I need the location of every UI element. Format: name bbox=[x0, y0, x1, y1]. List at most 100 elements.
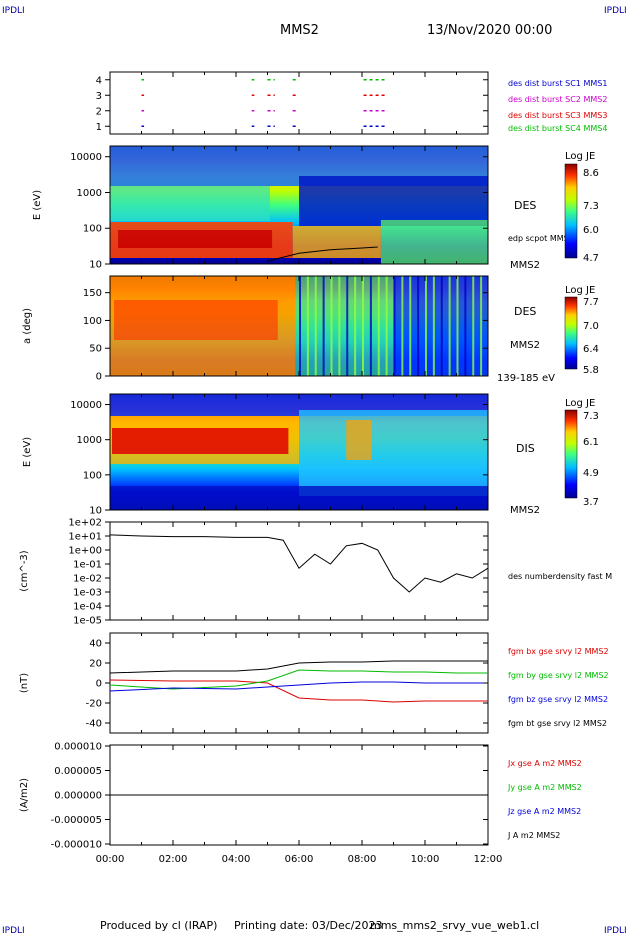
colorbar-tick: 4.7 bbox=[583, 253, 599, 264]
x-tick-label: 04:00 bbox=[222, 854, 251, 865]
density-legend: des numberdensity fast M bbox=[508, 572, 612, 581]
y-tick-label: 100 bbox=[83, 316, 102, 327]
current-legend-jy: Jy gse A m2 MMS2 bbox=[507, 783, 582, 792]
x-tick-label: 08:00 bbox=[348, 854, 377, 865]
spectrogram-cell bbox=[354, 276, 357, 376]
density-ylabel: (cm^-3) bbox=[19, 550, 30, 591]
y-tick-label: 1e-02 bbox=[73, 574, 102, 585]
x-tick-label: 06:00 bbox=[285, 854, 314, 865]
corner-label-bl: IPDLI bbox=[2, 926, 25, 934]
colorbar-des-pitch: Log JE 7.7 7.0 6.4 5.8 bbox=[564, 285, 599, 376]
y-tick-label: 1e+00 bbox=[68, 546, 102, 557]
colorbar-tick: 6.4 bbox=[583, 344, 599, 355]
spectrogram-cell bbox=[432, 276, 435, 376]
burst-panel-frame bbox=[109, 71, 489, 135]
spectrogram-cell bbox=[480, 276, 483, 376]
spectrogram-cell bbox=[330, 276, 333, 376]
y-tick-label: 0.000005 bbox=[54, 766, 102, 777]
spectrogram-cell bbox=[295, 276, 394, 376]
y-tick-label: 50 bbox=[89, 344, 102, 355]
y-tick-label: 3 bbox=[96, 91, 102, 102]
colorbar-title: Log JE bbox=[565, 398, 595, 409]
spectrogram-cell bbox=[380, 220, 488, 264]
bfield-series-line bbox=[109, 669, 488, 690]
y-tick-label: 2 bbox=[96, 106, 102, 117]
colorbar-tick: 7.3 bbox=[583, 411, 599, 422]
colorbar-tick: 3.7 bbox=[583, 497, 599, 508]
y-tick-label: 0 bbox=[96, 679, 102, 690]
y-tick-label: 10 bbox=[89, 506, 102, 517]
colorbar-tick: 7.7 bbox=[583, 297, 599, 308]
bfield-series-line bbox=[109, 679, 488, 703]
spectrogram-cell bbox=[306, 276, 309, 376]
y-tick-label: 10000 bbox=[70, 152, 102, 163]
burst-legend-mms1: des dist burst SC1 MMS1 bbox=[508, 79, 607, 88]
burst-marks bbox=[141, 79, 386, 127]
spectrogram-cell bbox=[338, 276, 341, 376]
corner-label-tr: IPDLI bbox=[604, 6, 627, 16]
y-tick-label: 1e+01 bbox=[68, 532, 102, 543]
date-time-title: 13/Nov/2020 00:00 bbox=[427, 23, 552, 38]
burst-legend-mms4: des dist burst SC4 MMS4 bbox=[508, 124, 607, 133]
des-energy-ylabel: E (eV) bbox=[32, 190, 43, 220]
spacecraft-title: MMS2 bbox=[280, 23, 319, 38]
y-tick-label: 1e-01 bbox=[73, 560, 102, 571]
y-tick-label: 0.000010 bbox=[54, 742, 102, 753]
y-tick-label: 100 bbox=[83, 224, 102, 235]
y-tick-label: 1e-03 bbox=[73, 588, 102, 599]
spectrogram-cell bbox=[393, 276, 396, 376]
spectrogram-cell bbox=[346, 276, 349, 376]
bfield-series-line bbox=[109, 660, 488, 674]
spectrogram-cell bbox=[346, 420, 372, 460]
colorbar-tick: 6.0 bbox=[583, 225, 599, 236]
current-legend-jx: Jx gse A m2 MMS2 bbox=[507, 759, 582, 768]
density-series-line bbox=[109, 534, 489, 593]
spectrogram-cell bbox=[292, 226, 381, 258]
spectrogram-cell bbox=[112, 428, 289, 454]
burst-legend-mms3: des dist burst SC3 MMS3 bbox=[508, 111, 607, 120]
colorbar-des-energy: Log JE 8.6 7.3 6.0 4.7 bbox=[564, 151, 599, 264]
des-pitch-texture bbox=[110, 276, 488, 376]
dis-energy-right-label: DIS bbox=[516, 442, 535, 455]
x-tick-label: 10:00 bbox=[411, 854, 440, 865]
y-tick-label: -20 bbox=[86, 699, 102, 710]
spectrogram-cell bbox=[299, 276, 301, 376]
spectrogram-cell bbox=[417, 276, 420, 376]
colorbar-tick: 8.6 bbox=[583, 168, 599, 179]
spectrogram-cell bbox=[464, 276, 467, 376]
y-tick-label: -0.000005 bbox=[51, 815, 102, 826]
bfield-legend-bx: fgm bx gse srvy l2 MMS2 bbox=[508, 647, 609, 656]
colorbar-scale bbox=[564, 296, 578, 370]
colorbar-dis-energy: Log JE 7.3 6.1 4.9 3.7 bbox=[564, 398, 599, 508]
bfield-lines bbox=[109, 660, 488, 703]
dis-energy-ylabel: E (eV) bbox=[22, 437, 33, 467]
colorbar-scale bbox=[564, 409, 578, 499]
y-tick-label: 10000 bbox=[70, 400, 102, 411]
bfield-legend-by: fgm by gse srvy l2 MMS2 bbox=[508, 671, 609, 680]
dis-energy-right-sub: MMS2 bbox=[510, 505, 540, 516]
spectrogram-cell bbox=[401, 276, 404, 376]
spectrogram-cell bbox=[448, 276, 451, 376]
colorbar-tick: 5.8 bbox=[583, 365, 599, 376]
y-tick-label: 0 bbox=[96, 372, 102, 383]
spectrogram-cell bbox=[299, 176, 488, 226]
y-tick-label: 10 bbox=[89, 260, 102, 271]
y-tick-label: 100 bbox=[83, 470, 102, 481]
corner-label-br: IPDLI bbox=[604, 926, 627, 934]
colorbar-tick: 7.3 bbox=[583, 201, 599, 212]
spectrogram-cell bbox=[425, 276, 427, 376]
footer-script-name: mms_mms2_srvy_vue_web1.cl bbox=[370, 919, 539, 932]
bfield-ylabel: (nT) bbox=[19, 673, 30, 693]
y-tick-label: 1000 bbox=[77, 188, 102, 199]
spectrogram-cell bbox=[110, 186, 270, 221]
spectrogram-cell bbox=[440, 276, 443, 376]
spectrogram-cell bbox=[385, 276, 388, 376]
current-legend-jz: Jz gse A m2 MMS2 bbox=[507, 807, 581, 816]
current-ylabel: (A/m2) bbox=[19, 778, 30, 812]
bfield-legend-bz: fgm bz gse srvy l2 MMS2 bbox=[508, 695, 608, 704]
des-pitch-right-label: DES bbox=[514, 305, 536, 318]
des-energy-right-label: DES bbox=[514, 199, 536, 212]
corner-label-tl: IPDLI bbox=[2, 6, 25, 16]
y-tick-label: 20 bbox=[89, 659, 102, 670]
